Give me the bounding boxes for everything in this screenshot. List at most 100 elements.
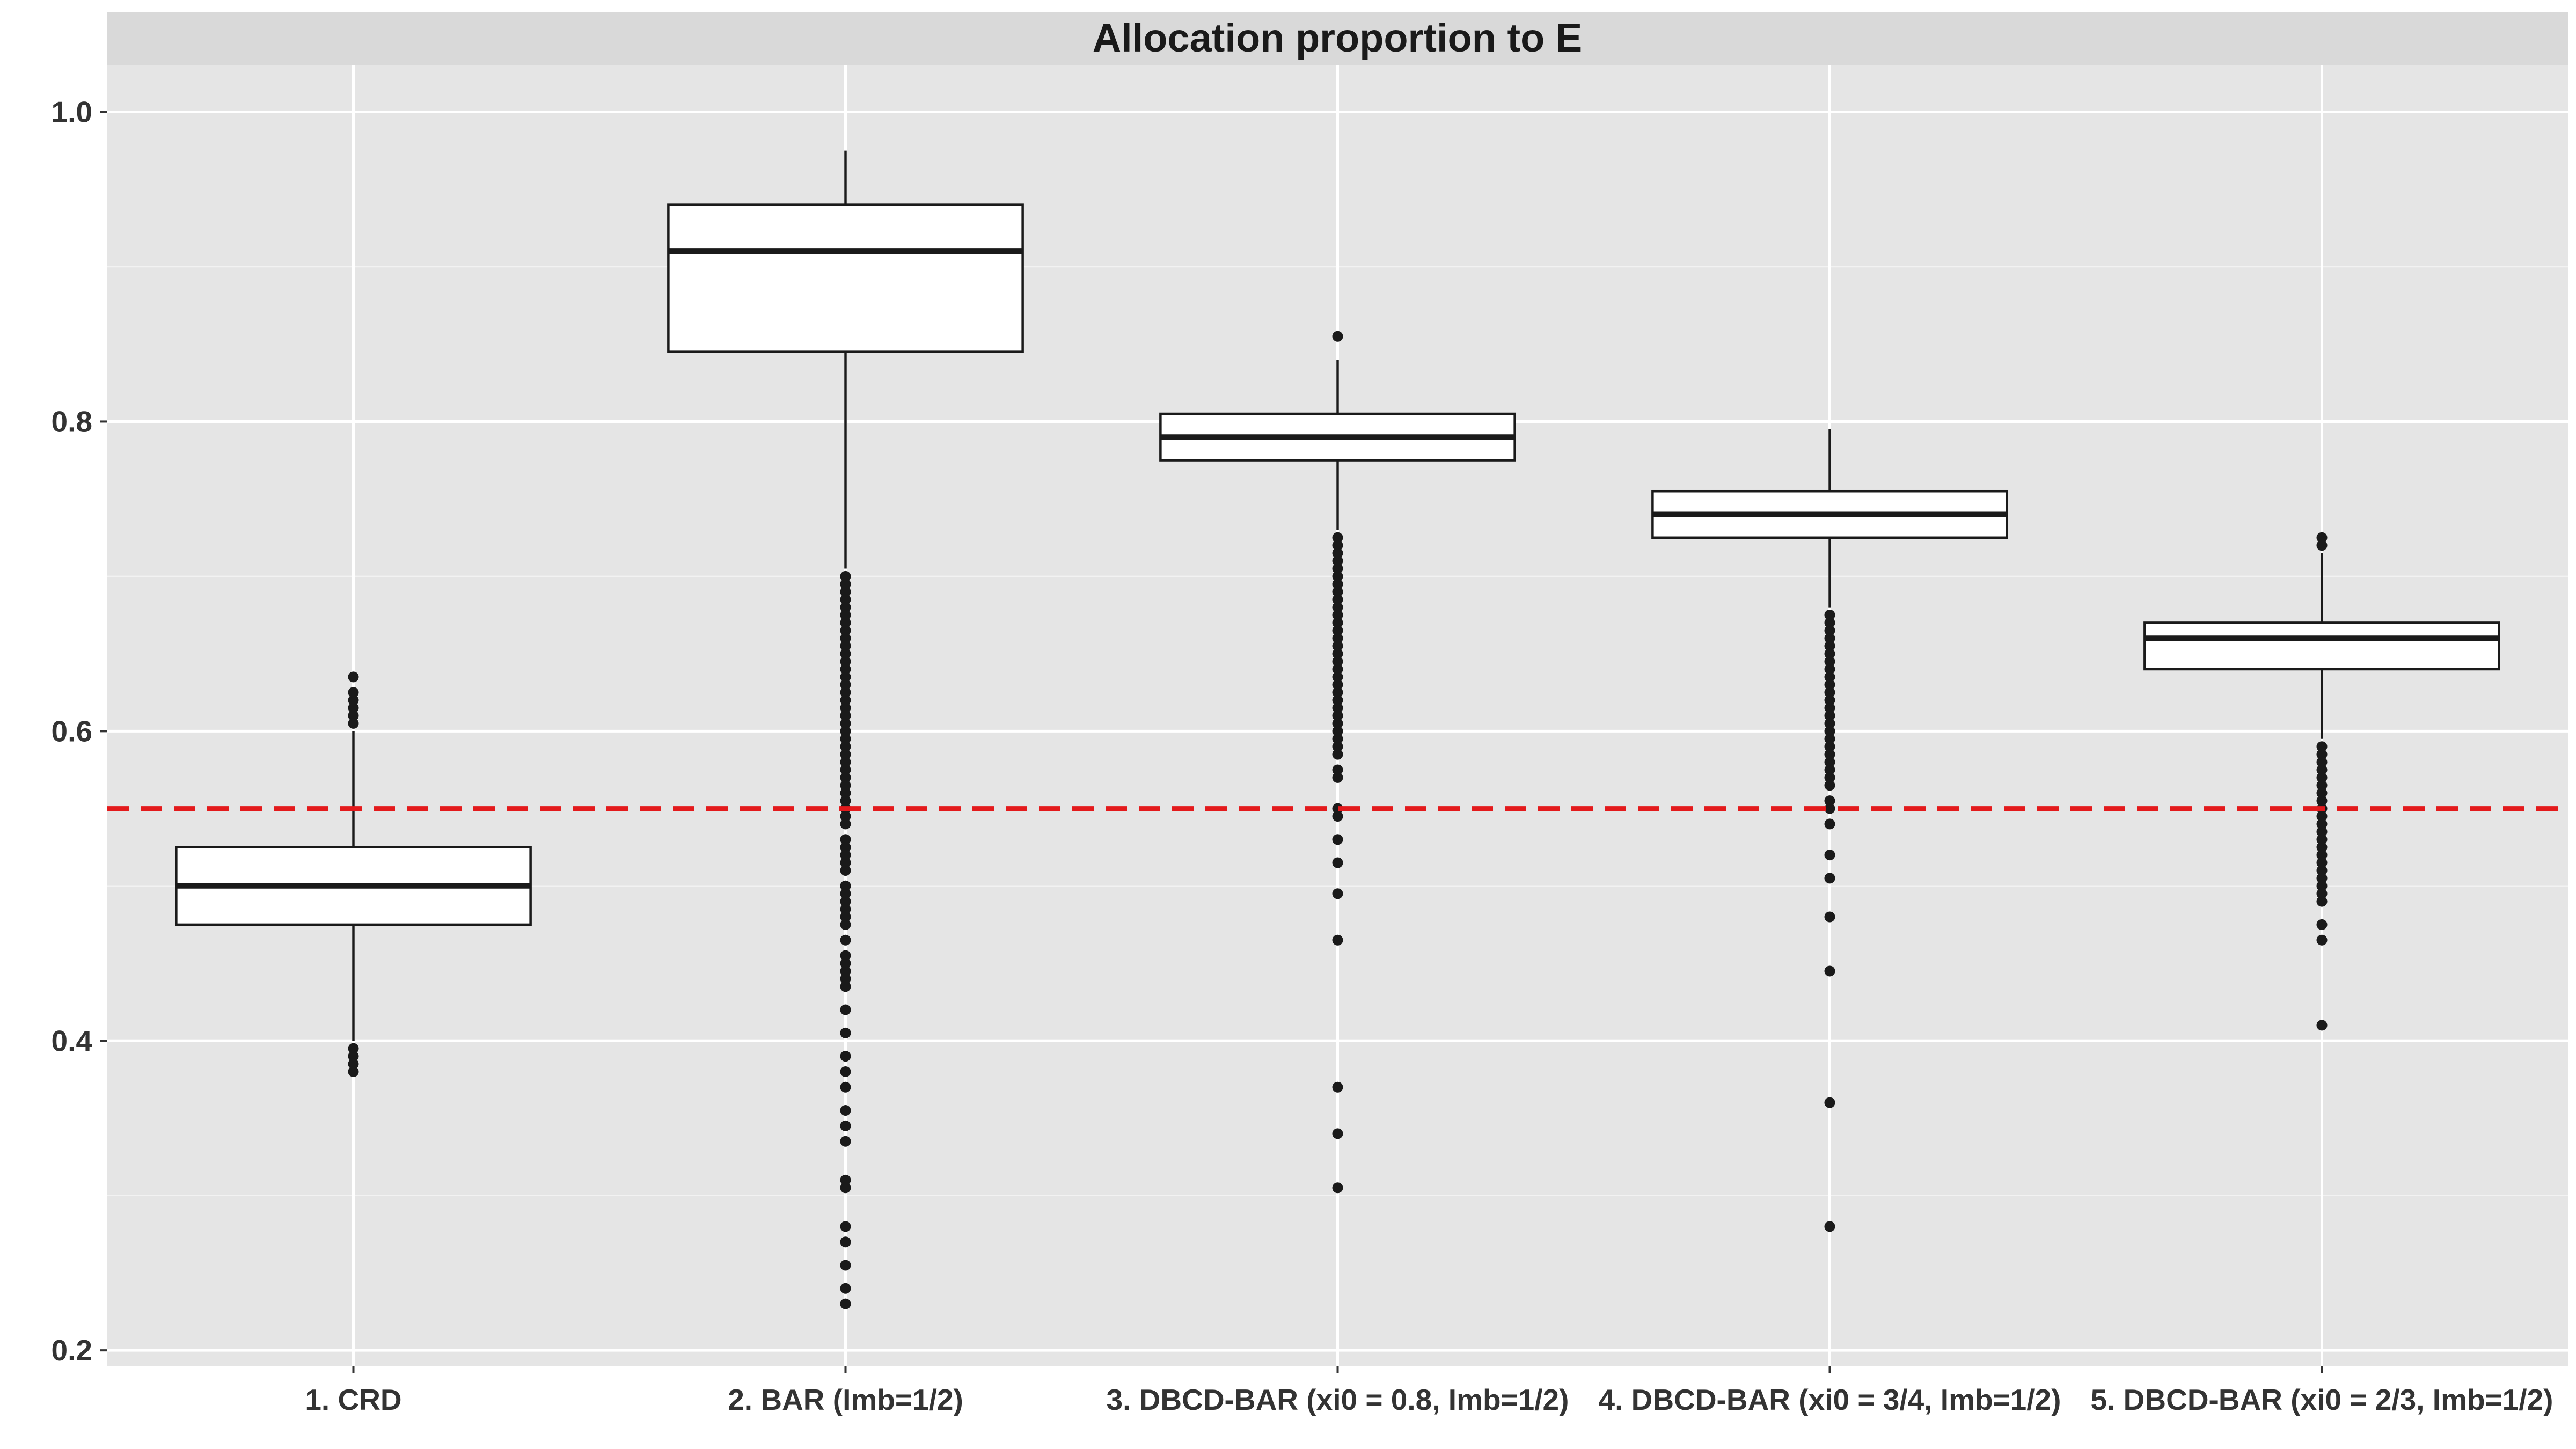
box-group (175, 671, 532, 1077)
outlier-point (1332, 803, 1343, 814)
outlier-point (840, 1182, 851, 1194)
outlier-point (840, 671, 851, 683)
box-group (1651, 429, 2008, 1232)
x-tick-label: 4. DBCD-BAR (xi0 = 3/4, Imb=1/2) (1599, 1383, 2061, 1416)
outlier-point (1824, 803, 1835, 814)
outlier-point (840, 834, 851, 845)
outlier-point (840, 733, 851, 744)
outlier-point (1332, 633, 1343, 644)
outlier-point (1332, 857, 1343, 868)
outlier-point (2316, 741, 2328, 752)
outlier-point (1824, 757, 1835, 768)
outlier-point (1332, 749, 1343, 760)
outlier-point (1332, 547, 1343, 559)
outlier-point (1332, 563, 1343, 574)
outlier-point (1332, 610, 1343, 621)
outlier-point (840, 857, 851, 868)
outlier-point (840, 795, 851, 807)
outlier-point (840, 702, 851, 714)
outlier-point (1824, 702, 1835, 714)
outlier-point (840, 594, 851, 605)
outlier-point (1332, 1081, 1343, 1093)
outlier-point (840, 764, 851, 775)
y-tick-label: 0.2 (52, 1334, 92, 1367)
outlier-point (840, 818, 851, 830)
outlier-point (1332, 772, 1343, 783)
outlier-point (2316, 532, 2328, 543)
outlier-point (1332, 532, 1343, 543)
outlier-point (348, 710, 359, 721)
outlier-point (840, 718, 851, 729)
outlier-point (1332, 934, 1343, 946)
outlier-point (1332, 733, 1343, 744)
outlier-point (840, 1051, 851, 1062)
y-tick-label: 1.0 (52, 96, 92, 129)
outlier-point (1332, 671, 1343, 683)
outlier-point (1332, 718, 1343, 729)
outlier-point (1824, 1221, 1835, 1232)
outlier-point (1332, 710, 1343, 721)
outlier-point (2316, 841, 2328, 853)
outlier-point (1824, 718, 1835, 729)
outlier-point (1332, 625, 1343, 636)
outlier-point (1824, 640, 1835, 652)
x-tick-label: 5. DBCD-BAR (xi0 = 2/3, Imb=1/2) (2091, 1383, 2553, 1416)
outlier-point (1824, 873, 1835, 884)
outlier-point (840, 1136, 851, 1147)
outlier-point (840, 904, 851, 915)
outlier-point (2316, 810, 2328, 822)
outlier-point (840, 911, 851, 923)
boxes-layer (175, 150, 2500, 1309)
outlier-point (840, 1174, 851, 1185)
outlier-point (840, 610, 851, 621)
outlier-point (2316, 919, 2328, 930)
outlier-point (840, 934, 851, 946)
outlier-point (840, 965, 851, 977)
x-tick-label: 1. CRD (305, 1383, 401, 1416)
outlier-point (1332, 594, 1343, 605)
outlier-point (840, 648, 851, 660)
outlier-point (1332, 648, 1343, 660)
outlier-point (2316, 540, 2328, 551)
outlier-point (1332, 555, 1343, 567)
outlier-point (348, 694, 359, 706)
outlier-point (1824, 656, 1835, 667)
outlier-point (348, 671, 359, 683)
outlier-point (840, 757, 851, 768)
outlier-point (2316, 865, 2328, 876)
outlier-point (840, 741, 851, 752)
outlier-point (1824, 610, 1835, 621)
outlier-point (1332, 602, 1343, 613)
outlier-point (1824, 625, 1835, 636)
outlier-point (840, 865, 851, 876)
outlier-point (1332, 1128, 1343, 1139)
outlier-point (1824, 679, 1835, 690)
outlier-point (1332, 726, 1343, 737)
outlier-point (1332, 834, 1343, 845)
outlier-point (840, 679, 851, 690)
outlier-point (840, 1236, 851, 1248)
outlier-point (1824, 710, 1835, 721)
outlier-point (840, 841, 851, 853)
outlier-point (840, 640, 851, 652)
outlier-point (840, 694, 851, 706)
outlier-point (1332, 540, 1343, 551)
outlier-point (1332, 810, 1343, 822)
outlier-point (1824, 671, 1835, 683)
box-group (2143, 532, 2500, 1031)
outlier-point (1824, 780, 1835, 791)
outlier-point (348, 1058, 359, 1070)
outlier-point (1824, 663, 1835, 675)
outlier-point (840, 633, 851, 644)
outlier-point (2316, 764, 2328, 775)
outlier-point (840, 625, 851, 636)
y-tick-label: 0.8 (52, 405, 92, 438)
outlier-point (840, 958, 851, 969)
x-tick-label: 3. DBCD-BAR (xi0 = 0.8, Imb=1/2) (1107, 1383, 1569, 1416)
outlier-point (2316, 934, 2328, 946)
outlier-point (840, 850, 851, 861)
outlier-point (1824, 795, 1835, 807)
outlier-point (840, 1027, 851, 1038)
outlier-point (1332, 764, 1343, 775)
outlier-point (1332, 888, 1343, 899)
